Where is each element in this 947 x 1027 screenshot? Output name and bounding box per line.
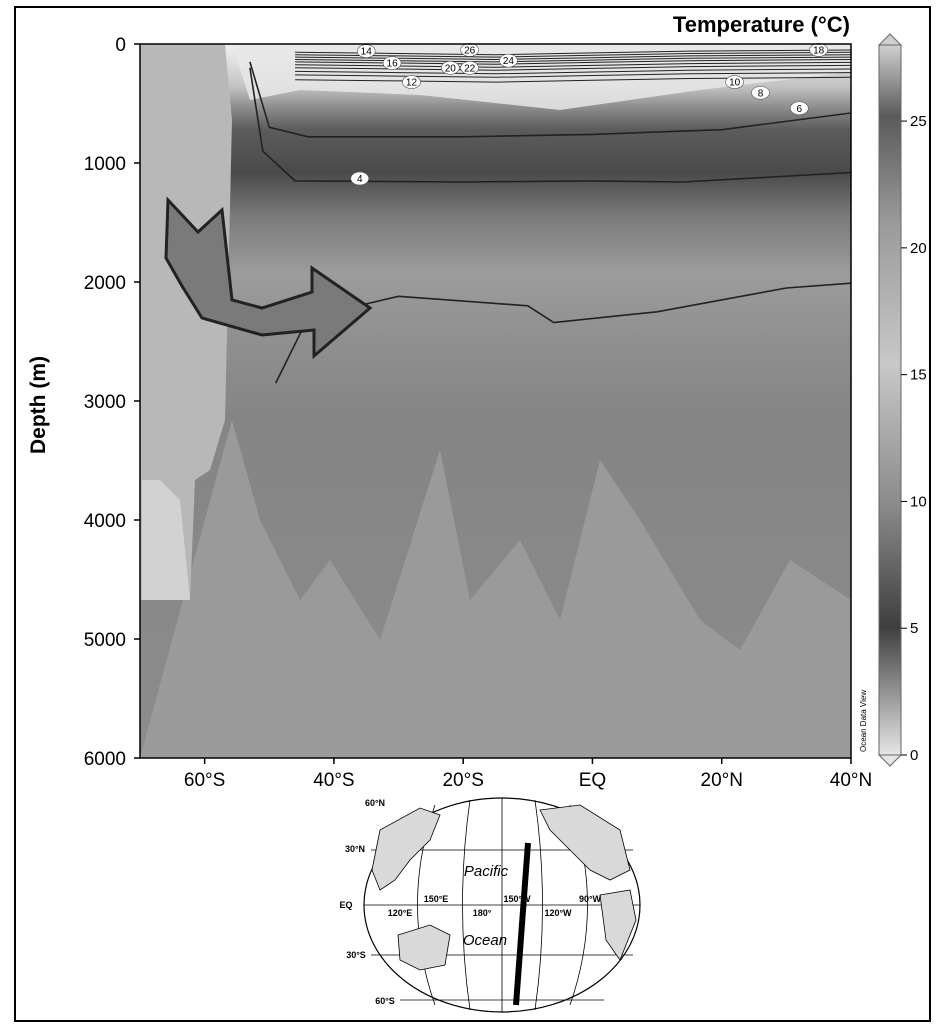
- colorbar-tick-label: 10: [910, 493, 927, 510]
- y-tick-label: 6000: [84, 749, 126, 770]
- y-tick-label: 3000: [84, 392, 126, 413]
- map-lat-label-eq: EQ: [339, 900, 352, 910]
- contour-label: 26: [464, 45, 476, 56]
- contour-label-bubble: [460, 61, 479, 75]
- map-label-ocean: Ocean: [463, 932, 507, 949]
- thermocline-contour: [295, 68, 852, 75]
- thermocline-contour: [295, 54, 852, 61]
- arrow-shape: [164, 196, 373, 360]
- thermocline-contour: [295, 51, 852, 58]
- ocean-data-view-credit: Ocean Data View: [859, 690, 868, 752]
- plot-area: [140, 44, 851, 758]
- thermocline-contour: [295, 76, 852, 83]
- x-tick-label: 40°S: [313, 770, 354, 791]
- colorbar-gradient: [878, 44, 902, 756]
- thermocline-contour: [295, 59, 852, 65]
- north-america-landmass: [539, 804, 631, 881]
- map-lon-label-120e: 120°E: [388, 908, 413, 918]
- x-tick-label: 20°N: [701, 770, 743, 791]
- contour-label: 4: [357, 174, 363, 185]
- contour-label-bubble: [440, 61, 460, 75]
- map-lat-label-60s: 60°S: [375, 996, 395, 1006]
- water-mass-arrow: [164, 196, 373, 360]
- contour-label: 14: [361, 47, 373, 58]
- chart-title: Temperature (°C): [673, 12, 850, 37]
- contour-label: 10: [729, 78, 741, 89]
- south-america-landmass: [599, 889, 637, 961]
- y-tick-label: 0: [115, 35, 126, 56]
- colorbar-tick-label: 25: [910, 113, 927, 130]
- contour-labels: 14 16 12 20 22 26 24 18 10 8 6 4: [350, 43, 828, 186]
- x-tick-label: 40°N: [830, 770, 872, 791]
- thermocline-contour: [295, 72, 852, 78]
- y-tick-label: 1000: [84, 154, 126, 175]
- contour-label-bubble: [499, 53, 518, 68]
- x-tick-label: EQ: [579, 770, 606, 791]
- map-lon-label-150w: 150°W: [503, 894, 531, 904]
- section-track-line: [513, 842, 531, 1006]
- contour-label: 6: [797, 104, 803, 115]
- thermocline-contour: [295, 56, 852, 63]
- contour-label: 22: [464, 63, 476, 74]
- contour-label-bubble: [382, 56, 402, 70]
- southern-light-patch: [142, 480, 190, 600]
- thermocline-contour: [295, 61, 852, 68]
- x-tick-label: 60°S: [184, 770, 225, 791]
- y-axis-title: Depth (m): [27, 356, 50, 454]
- contour-label: 18: [813, 45, 825, 56]
- contour-line-4: [249, 67, 852, 183]
- contour-label: 16: [387, 59, 399, 70]
- asia-landmass: [371, 807, 441, 891]
- map-lon-label-150e: 150°E: [424, 894, 449, 904]
- colorbar: 0 5 10 15 20 25: [877, 33, 927, 767]
- contour-label-bubble: [725, 75, 744, 89]
- y-axis: 0 1000 2000 3000 4000 5000 6000: [84, 35, 140, 770]
- contour-label: 8: [758, 88, 764, 99]
- colorbar-top-cap: [877, 33, 903, 46]
- map-lat-label-30n: 30°N: [345, 844, 365, 854]
- colorbar-tick-label: 0: [910, 747, 918, 764]
- contour-lines: [249, 49, 852, 384]
- map-graticule: [534, 799, 543, 1011]
- pacific-map-inset: 60°N 30°N EQ 30°S 60°S 150°E 120°E 180° …: [339, 797, 641, 1013]
- colorbar-ticks: 0 5 10 15 20 25: [901, 113, 927, 764]
- map-lon-label-120w: 120°W: [544, 908, 572, 918]
- map-graticule: [462, 799, 471, 1011]
- contour-label-bubble: [402, 75, 421, 89]
- contour-label: 20: [445, 63, 457, 74]
- x-tick-label: 20°S: [442, 770, 483, 791]
- x-axis: 60°S 40°S 20°S EQ 20°N 40°N: [184, 758, 872, 791]
- map-lat-label-30s: 30°S: [346, 950, 366, 960]
- colorbar-tick-label: 15: [910, 367, 927, 384]
- y-tick-label: 2000: [84, 273, 126, 294]
- map-lon-label-180: 180°: [473, 908, 492, 918]
- thermocline-contour: [295, 64, 852, 71]
- y-tick-label: 5000: [84, 630, 126, 651]
- colorbar-bottom-cap: [877, 754, 903, 767]
- contour-label: 24: [503, 56, 515, 67]
- map-lon-label-90w: 90°W: [579, 894, 602, 904]
- contour-label: 12: [406, 78, 418, 89]
- colorbar-tick-label: 5: [910, 620, 918, 637]
- map-lat-label-60n: 60°N: [365, 798, 385, 808]
- map-label-pacific: Pacific: [464, 863, 509, 880]
- contour-label-bubble: [789, 101, 809, 116]
- deep-water-band: [140, 420, 851, 758]
- thermocline-contour: [295, 49, 852, 56]
- y-tick-label: 4000: [84, 511, 126, 532]
- southern-shelf-block: [140, 44, 232, 600]
- contour-line-6: [249, 61, 852, 138]
- colorbar-tick-label: 20: [910, 240, 927, 257]
- australia-landmass: [397, 924, 451, 971]
- contour-label-bubble: [350, 171, 370, 186]
- contour-label-bubble: [751, 85, 770, 100]
